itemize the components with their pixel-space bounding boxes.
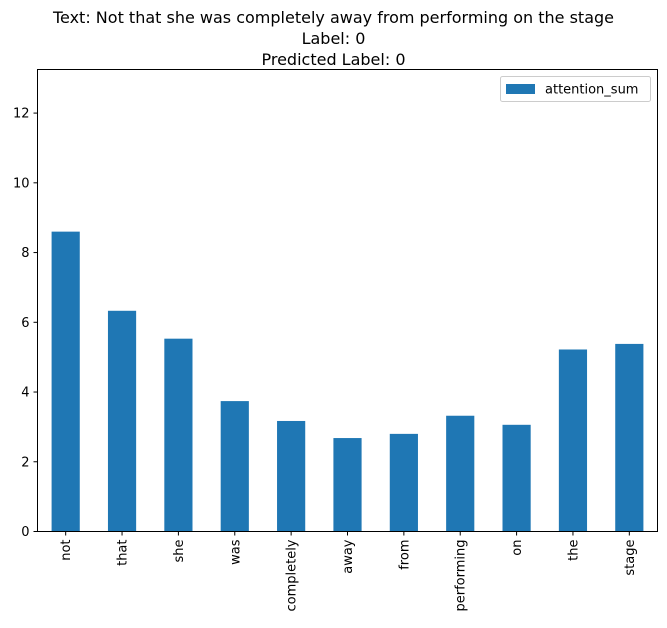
x-tick-label-stage: stage (623, 540, 638, 576)
bar-on (502, 424, 531, 532)
y-tick-label-4: 4 (21, 386, 29, 401)
x-tick-label-that: that (116, 540, 131, 566)
chart-title-label: Label: 0 (301, 29, 366, 48)
chart-title-predicted: Predicted Label: 0 (261, 50, 406, 69)
x-tick-label-she: she (172, 540, 187, 563)
legend-box (500, 76, 651, 102)
legend: attention_sum (500, 76, 651, 102)
x-tick-label-performing: performing (454, 540, 469, 612)
x-tick-label-completely: completely (285, 539, 300, 611)
y-tick-label-2: 2 (21, 455, 29, 470)
legend-swatch (506, 84, 535, 94)
y-tick-label-0: 0 (21, 525, 29, 540)
bars-group (51, 231, 644, 532)
y-tick-label-6: 6 (21, 316, 29, 331)
bar-away (333, 438, 362, 532)
x-tick-label-away: away (341, 539, 356, 574)
x-tick-label-the: the (566, 540, 581, 561)
bar-from (389, 433, 418, 532)
bar-not (51, 231, 80, 532)
y-tick-label-10: 10 (13, 176, 30, 191)
legend-label: attention_sum (545, 83, 638, 98)
bar-stage (615, 343, 644, 532)
x-tick-label-not: not (59, 540, 74, 561)
bar-performing (446, 415, 475, 532)
bar-she (164, 338, 193, 532)
x-tick-label-on: on (510, 540, 525, 556)
bar-completely (277, 420, 306, 532)
y-tick-label-8: 8 (21, 246, 29, 261)
y-axis: 0 2 4 6 8 10 12 (13, 107, 38, 540)
x-tick-label-from: from (397, 540, 412, 570)
chart-title-text: Text: Not that she was completely away f… (52, 8, 615, 27)
bar-the (558, 349, 588, 532)
x-axis: not that she was completely away from performin… (59, 531, 638, 612)
bar-was (220, 401, 249, 532)
bar-that (107, 310, 137, 532)
y-tick-label-12: 12 (13, 107, 30, 122)
plot-frame (37, 69, 658, 532)
x-tick-label-was: was (228, 539, 243, 565)
